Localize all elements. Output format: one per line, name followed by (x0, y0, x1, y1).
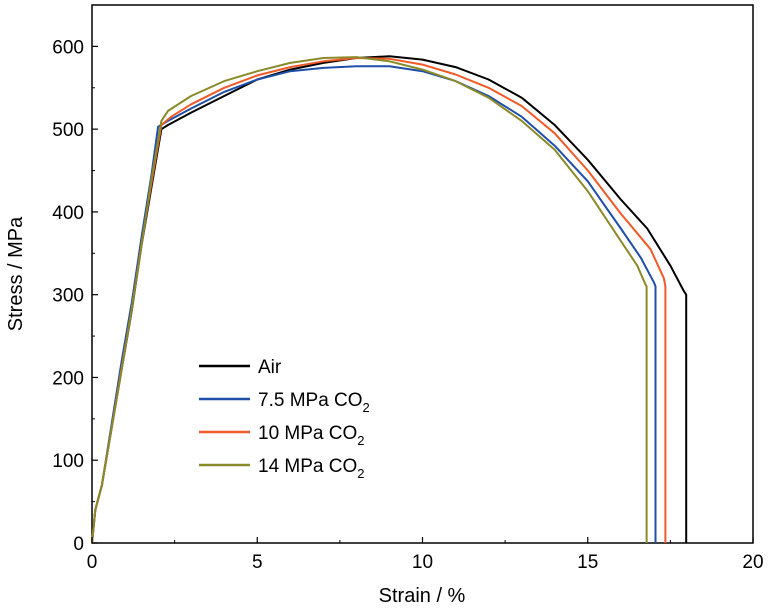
x-tick-label: 20 (742, 552, 763, 573)
y-tick-label: 200 (52, 368, 84, 389)
plot-frame (91, 4, 754, 544)
x-axis-title: Strain / % (379, 585, 466, 607)
x-tick-label: 5 (252, 552, 263, 573)
y-tick-label: 100 (52, 451, 84, 472)
legend-label-1: 7.5 MPa CO2 (258, 390, 370, 415)
x-tick-label: 10 (412, 552, 433, 573)
y-tick-label: 600 (52, 37, 84, 58)
y-tick-label: 300 (52, 286, 84, 307)
series-line-0 (91, 55, 688, 544)
x-tick-label: 15 (577, 552, 598, 573)
series-line-2 (91, 57, 667, 544)
series-layer (91, 55, 688, 544)
y-tick-label: 400 (52, 203, 84, 224)
y-axis-title: Stress / MPa (5, 216, 27, 331)
legend-label-2: 10 MPa CO2 (258, 423, 365, 448)
legend-label-3: 14 MPa CO2 (258, 456, 365, 481)
y-tick-label: 500 (52, 120, 84, 141)
legend: Air 7.5 MPa CO2 10 MPa CO2 14 MPa CO2 (199, 357, 370, 481)
x-tick-label: 0 (87, 552, 98, 573)
y-tick-label: 0 (73, 534, 84, 555)
legend-label-0: Air (258, 357, 282, 378)
series-line-3 (91, 56, 648, 544)
series-line-1 (91, 65, 657, 544)
